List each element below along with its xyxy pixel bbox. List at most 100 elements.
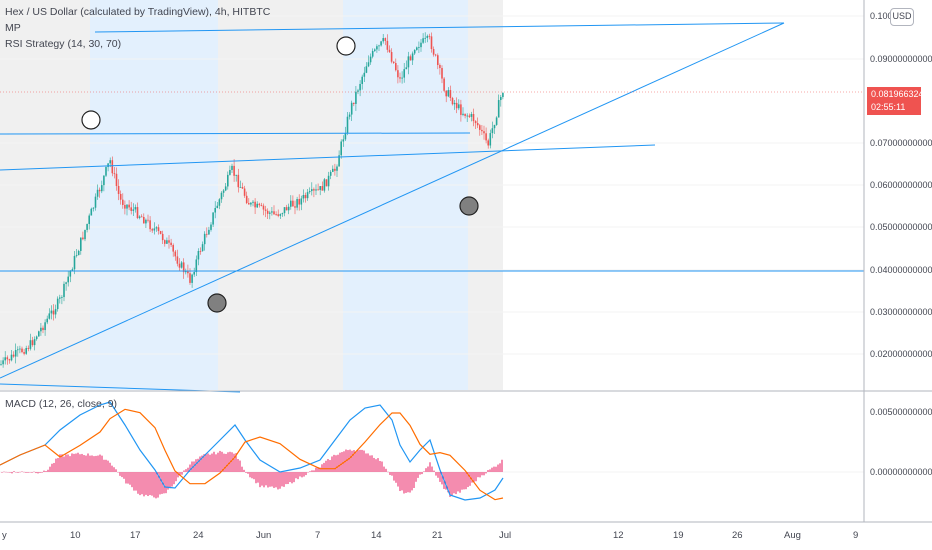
histogram-bar (125, 472, 127, 484)
candle-body (437, 55, 439, 65)
time-tick-label: 14 (371, 530, 382, 541)
histogram-bar (357, 450, 359, 472)
trendlines[interactable] (0, 22, 864, 393)
indicator-rsi-strategy-label[interactable]: RSI Strategy (14, 30, 70) (5, 38, 122, 50)
histogram-bar (187, 467, 189, 472)
time-tick-label: 17 (130, 530, 141, 541)
candle-body (19, 348, 21, 350)
histogram-bar (59, 454, 61, 472)
candle-body (67, 276, 69, 283)
candle-body (174, 251, 177, 257)
histogram-bar (469, 472, 471, 486)
histogram-bar (201, 455, 203, 472)
histogram-bar (13, 471, 15, 472)
candle-body (38, 331, 40, 337)
candle-body (380, 41, 382, 46)
histogram-bar (57, 458, 59, 472)
histogram-bar (457, 472, 459, 492)
candle-body (88, 215, 90, 225)
candle-body (33, 339, 36, 346)
time-axis[interactable]: y 10 17 24 Jun 7 14 21 Jul 12 19 26 Aug … (2, 530, 858, 541)
candle-body (143, 216, 145, 224)
histogram-bar (383, 466, 385, 472)
histogram-bar (365, 453, 367, 472)
candle-body (256, 203, 258, 208)
histogram-bar (25, 472, 27, 473)
price-axis[interactable]: 0.100 USD 0.09000000000 0.07000000000 0.… (870, 11, 932, 359)
histogram-bar (9, 472, 11, 473)
candle-body (405, 67, 408, 70)
sell-marker-circle (336, 36, 356, 56)
histogram-bar (103, 459, 105, 472)
histogram-bar (209, 454, 211, 472)
candle-body (44, 322, 46, 331)
histogram-bar (267, 472, 269, 488)
macd-signal-line (0, 408, 504, 501)
candle-body (485, 133, 487, 141)
histogram-bar (261, 472, 263, 486)
histogram-bar (21, 471, 23, 472)
indicator-mp-label[interactable]: MP (5, 22, 21, 34)
histogram-bar (75, 453, 77, 472)
histogram-bar (415, 472, 417, 482)
candle-body (413, 49, 416, 54)
candle-body (203, 233, 206, 245)
indicator-macd-label[interactable]: MACD (12, 26, close, 9) (5, 398, 118, 410)
macd-axis[interactable]: 0.00500000000 0.00000000000 (870, 407, 932, 477)
histogram-bar (471, 472, 473, 483)
histogram-bar (455, 472, 457, 495)
histogram-bar (381, 461, 383, 472)
histogram-bar (231, 452, 233, 472)
histogram-bar (299, 472, 301, 477)
histogram-bar (429, 462, 431, 472)
candle-body (182, 262, 185, 273)
candle-body (248, 203, 250, 205)
candle-body (302, 195, 305, 199)
histogram-bar (487, 470, 489, 472)
histogram-bar (397, 472, 399, 487)
candle-body (453, 102, 456, 105)
histogram-bar (255, 472, 257, 484)
candle-body (25, 348, 27, 354)
top-resistance-line (94, 22, 785, 33)
candle-body (493, 124, 496, 129)
symbol-title[interactable]: Hex / US Dollar (calculated by TradingVi… (5, 6, 271, 18)
candle-body (84, 229, 86, 240)
histogram-bar (331, 456, 333, 472)
histogram-bar (89, 455, 91, 472)
histogram-bar (465, 472, 467, 490)
candle-body (262, 205, 265, 210)
histogram-bar (81, 453, 83, 472)
histogram-bar (19, 471, 21, 473)
candle-body (279, 214, 282, 216)
histogram-bar (409, 472, 411, 493)
histogram-bar (195, 459, 197, 472)
candle-body (296, 199, 298, 208)
histogram-bar (279, 472, 281, 489)
histogram-bar (99, 454, 101, 472)
histogram-bar (15, 472, 17, 473)
candle-body (235, 174, 237, 176)
histogram-bar (395, 472, 397, 483)
candle-body (243, 188, 246, 196)
histogram-bar (407, 472, 409, 493)
histogram-bar (303, 472, 305, 477)
histogram-bar (3, 471, 5, 473)
histogram-bar (219, 450, 221, 472)
candle-body (107, 163, 109, 168)
currency-unit-button[interactable]: USD (890, 8, 914, 26)
horizontal-line-upper (0, 132, 471, 135)
candle-body (290, 200, 292, 207)
histogram-bar (421, 472, 423, 475)
candle-body (306, 192, 309, 199)
candle-body (311, 189, 313, 192)
candle-body (275, 214, 277, 216)
candle-body (222, 190, 225, 193)
histogram-bar (31, 472, 33, 473)
histogram-bar (319, 467, 321, 472)
histogram-bar (283, 472, 285, 487)
histogram-bar (141, 472, 143, 495)
histogram-bar (305, 472, 307, 476)
candle-body (363, 72, 366, 77)
